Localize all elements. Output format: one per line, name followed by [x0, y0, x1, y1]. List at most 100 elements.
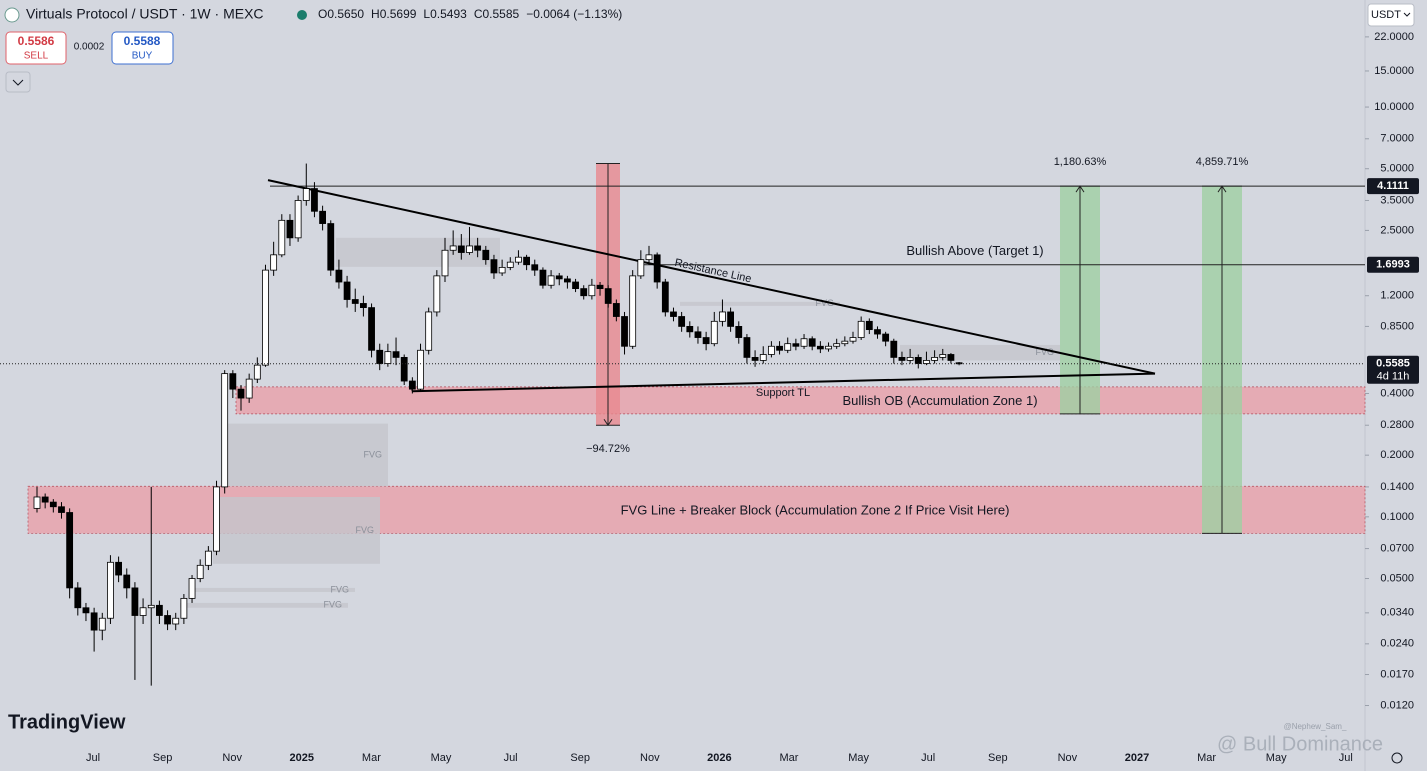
- candle-body: [457, 245, 465, 253]
- candle-body: [498, 266, 506, 274]
- candle-body: [653, 254, 661, 283]
- ohlc-value: O0.5650: [318, 7, 364, 21]
- candle-body: [588, 284, 596, 297]
- y-tick-label: 0.0170: [1380, 668, 1414, 680]
- watermark-logo: TradingView: [8, 711, 126, 733]
- y-tick-label: 0.0340: [1380, 607, 1414, 619]
- y-tick-label: 0.0700: [1380, 542, 1414, 554]
- candle-body: [188, 578, 196, 599]
- fvg-label: FVG: [355, 525, 374, 535]
- candle-body: [482, 249, 490, 261]
- candle-body: [115, 561, 122, 576]
- candle-body: [229, 373, 237, 390]
- ohlc-value: −0.0064 (−1.13%): [526, 7, 622, 21]
- y-tick-label: 0.1000: [1380, 511, 1414, 523]
- y-tick-label: 10.0000: [1374, 101, 1414, 113]
- candle-body: [637, 259, 645, 277]
- x-tick-label: May: [848, 752, 869, 764]
- candle-body: [833, 343, 841, 347]
- fvg-box: [190, 587, 355, 592]
- candle-body: [776, 345, 783, 351]
- ohlc-value: L0.5493: [423, 7, 467, 21]
- price-tag: [1367, 178, 1419, 195]
- candle-body: [213, 486, 220, 552]
- candle-body: [107, 561, 114, 619]
- candle-body: [58, 506, 65, 513]
- settings-icon[interactable]: [1391, 752, 1403, 764]
- measure-label: 1,180.63%: [1054, 156, 1107, 168]
- chart-title: Virtuals Protocol / USDT · 1W · MEXC: [26, 6, 264, 22]
- trendline: [411, 372, 1156, 393]
- x-tick-label: Nov: [640, 752, 660, 764]
- candle-body: [33, 496, 41, 509]
- x-tick-label: Sep: [988, 752, 1008, 764]
- zone-label: Bullish OB (Accumulation Zone 1): [842, 393, 1037, 408]
- x-tick-label: 2027: [1125, 752, 1149, 764]
- candle-body: [849, 337, 857, 342]
- candle-body: [947, 354, 955, 361]
- buy-button[interactable]: [111, 31, 174, 65]
- candle-body: [572, 281, 579, 289]
- fvg-box: [680, 301, 840, 306]
- ohlc-value: H0.5699: [371, 7, 417, 21]
- candle-body: [580, 288, 588, 297]
- fvg-label: FVG: [330, 584, 349, 594]
- y-tick-label: 22.0000: [1374, 31, 1414, 43]
- candle-body: [808, 338, 816, 347]
- price-tag-label: 4.1111: [1377, 180, 1409, 192]
- candle-body: [90, 612, 98, 631]
- candle-body: [41, 496, 49, 503]
- fvg-label: FVG: [323, 600, 342, 610]
- candle-body: [98, 617, 106, 631]
- candle-body: [539, 269, 547, 286]
- candle-body: [433, 275, 441, 313]
- candle-body: [474, 245, 482, 251]
- candle-body: [351, 299, 359, 304]
- candle-body: [865, 320, 873, 331]
- x-tick-label: Nov: [222, 752, 242, 764]
- x-tick-label: May: [431, 752, 452, 764]
- candle-body: [490, 259, 498, 274]
- x-tick-label: Sep: [153, 752, 173, 764]
- collapse-button[interactable]: [5, 71, 31, 93]
- candle-body: [645, 254, 653, 261]
- ohlc-legend: O0.5650 H0.5699 L0.5493 C0.5585 −0.0064 (−1.…: [318, 7, 622, 21]
- candle-body: [343, 281, 351, 300]
- candle-body: [221, 373, 229, 488]
- candle-body: [335, 269, 343, 283]
- candle-body: [874, 329, 881, 335]
- candle-body: [506, 261, 514, 268]
- candle-body: [400, 357, 408, 382]
- ohlc-value: C0.5585: [474, 7, 520, 21]
- candle-body: [466, 245, 473, 253]
- currency-chevron: [1403, 12, 1411, 17]
- candle-body: [555, 275, 563, 280]
- sell-button[interactable]: [5, 31, 67, 65]
- x-tick-label: Jul: [86, 752, 100, 764]
- candle-body: [531, 264, 539, 271]
- candle-body: [678, 316, 686, 327]
- candle-body: [384, 351, 392, 364]
- candle-body: [294, 200, 302, 239]
- zone-label: FVG Line + Breaker Block (Accumulation Z…: [621, 502, 1010, 517]
- candle-body: [727, 311, 734, 327]
- candle-body: [735, 326, 743, 338]
- candle-body: [123, 574, 131, 589]
- x-tick-label: Mar: [362, 752, 381, 764]
- y-tick-label: 0.0500: [1380, 572, 1414, 584]
- chevron: [12, 79, 24, 86]
- x-tick-label: May: [1266, 752, 1287, 764]
- x-tick-label: Jul: [921, 752, 935, 764]
- candle-body: [768, 345, 775, 355]
- candle-body: [857, 320, 865, 338]
- candle-body: [751, 357, 759, 361]
- candle-body: [612, 303, 620, 317]
- fvg-label: FVG: [815, 298, 834, 308]
- trendline-label: Support TL: [756, 387, 810, 399]
- candle-body: [931, 357, 938, 361]
- fvg-box: [180, 602, 348, 608]
- y-tick-label: 0.2000: [1380, 449, 1414, 461]
- candle-body: [564, 278, 571, 283]
- currency-button[interactable]: [1367, 3, 1415, 27]
